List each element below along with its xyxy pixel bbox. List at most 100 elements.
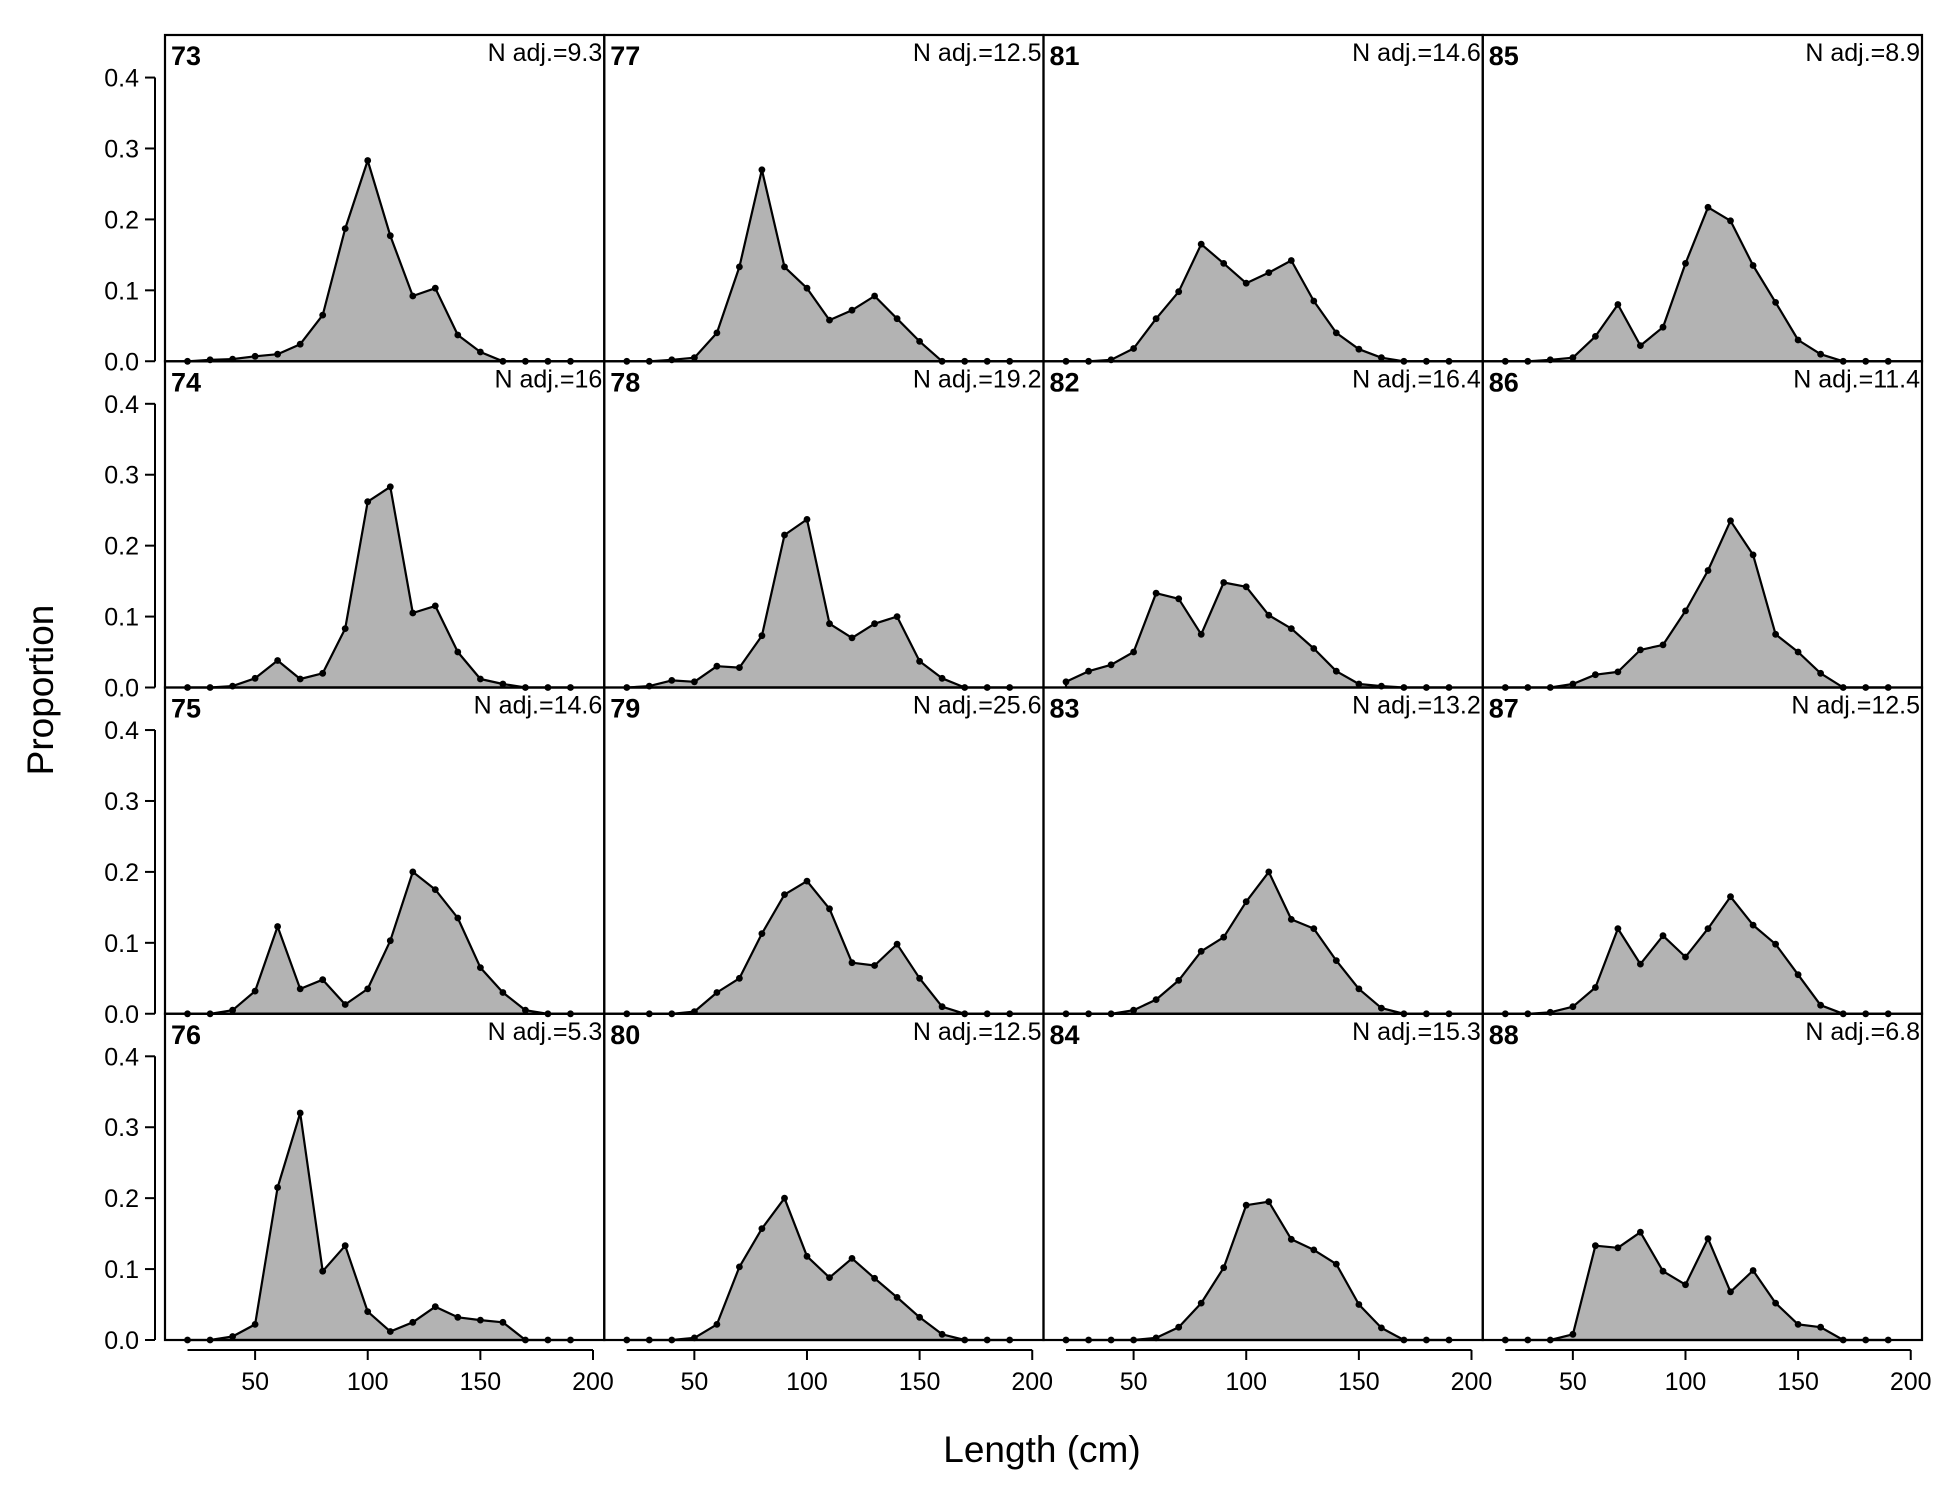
- data-point-82-50: [1130, 648, 1137, 656]
- data-point-77-130: [871, 292, 878, 300]
- data-point-75-120: [409, 868, 417, 876]
- n-adj-label-84: N adj.=15.3: [1352, 1018, 1481, 1046]
- y-tick-label-row-3-4: 0.4: [104, 1043, 139, 1071]
- panel-id-label-73: 73: [171, 41, 201, 71]
- data-point-84-150: [1355, 1301, 1363, 1308]
- data-point-86-90: [1659, 641, 1667, 649]
- data-point-77-100: [803, 284, 811, 292]
- x-tick-label-col-2-0: 50: [1120, 1368, 1148, 1396]
- panel-id-label-77: 77: [610, 41, 640, 71]
- x-tick-label-col-0-2: 150: [459, 1368, 501, 1396]
- panel-id-label-78: 78: [610, 367, 640, 397]
- data-point-85-50: [1569, 354, 1577, 362]
- data-point-84-130: [1310, 1246, 1318, 1254]
- data-point-85-100: [1682, 260, 1689, 267]
- data-point-74-80: [319, 669, 327, 677]
- data-point-78-160: [938, 674, 946, 682]
- data-point-82-130: [1310, 645, 1318, 652]
- data-point-84-90: [1220, 1264, 1228, 1272]
- y-tick-label-row-0-1: 0.1: [104, 277, 139, 305]
- data-point-80-160: [938, 1330, 946, 1338]
- y-tick-label-row-2-2: 0.2: [104, 859, 139, 887]
- data-point-80-80: [758, 1225, 766, 1232]
- x-tick-label-col-2-1: 100: [1225, 1368, 1267, 1396]
- y-tick-label-row-3-3: 0.3: [104, 1114, 139, 1142]
- panel-77: 77 N adj.=12.5: [603, 33, 1045, 365]
- data-point-87-140: [1772, 940, 1779, 948]
- data-point-74-120: [409, 609, 417, 617]
- data-point-75-50: [251, 987, 259, 995]
- data-point-75-100: [364, 985, 372, 993]
- y-tick-label-row-3-2: 0.2: [104, 1185, 139, 1213]
- x-tick-label-col-3-1: 100: [1665, 1368, 1707, 1396]
- data-point-79-80: [758, 930, 766, 937]
- data-point-86-100: [1682, 607, 1689, 615]
- data-point-83-130: [1310, 925, 1318, 932]
- data-point-87-90: [1659, 932, 1667, 940]
- data-point-84-120: [1287, 1235, 1295, 1243]
- data-point-87-80: [1637, 960, 1644, 968]
- panel-74: 74 N adj.=16: [163, 360, 606, 691]
- data-point-74-150: [477, 675, 484, 683]
- area-series-88: [1504, 1231, 1890, 1342]
- panel-id-label-79: 79: [610, 694, 640, 724]
- data-point-78-120: [848, 634, 856, 642]
- data-point-88-110: [1704, 1235, 1712, 1242]
- data-point-80-70: [736, 1263, 743, 1271]
- data-point-76-110: [386, 1328, 394, 1335]
- data-point-88-100: [1682, 1281, 1689, 1289]
- data-point-79-70: [736, 974, 743, 982]
- data-point-82-70: [1175, 595, 1183, 603]
- data-point-79-90: [781, 891, 788, 898]
- n-adj-label-80: N adj.=12.5: [913, 1018, 1042, 1046]
- data-point-77-120: [848, 306, 856, 314]
- panel-id-label-81: 81: [1050, 41, 1080, 71]
- panel-76: 76 N adj.=5.3: [163, 1012, 606, 1344]
- data-point-83-80: [1197, 947, 1205, 955]
- data-point-87-100: [1682, 953, 1689, 961]
- data-point-82-40: [1107, 661, 1115, 669]
- data-point-83-60: [1152, 996, 1160, 1003]
- data-point-77-110: [826, 316, 833, 324]
- n-adj-label-83: N adj.=13.2: [1352, 692, 1481, 720]
- x-tick-label-col-3-3: 200: [1890, 1368, 1932, 1396]
- data-point-88-130: [1749, 1267, 1757, 1274]
- data-point-80-90: [781, 1194, 788, 1202]
- data-point-85-70: [1614, 301, 1622, 308]
- data-point-74-100: [364, 498, 372, 506]
- data-point-86-160: [1817, 669, 1824, 677]
- data-point-81-60: [1152, 315, 1160, 323]
- data-point-76-50: [251, 1321, 259, 1328]
- data-point-73-150: [477, 348, 484, 356]
- data-point-73-90: [341, 225, 349, 233]
- data-point-86-70: [1614, 668, 1622, 676]
- data-point-81-90: [1220, 260, 1228, 267]
- data-point-78-140: [893, 613, 901, 620]
- data-point-84-70: [1175, 1323, 1183, 1331]
- area-series-86: [1504, 519, 1890, 689]
- data-point-87-70: [1614, 925, 1622, 932]
- y-tick-label-row-1-2: 0.2: [104, 533, 139, 561]
- area-series-78: [625, 518, 1011, 689]
- y-tick-label-row-1-1: 0.1: [104, 604, 139, 632]
- area-series-83: [1064, 870, 1451, 1015]
- data-point-85-60: [1592, 333, 1599, 340]
- data-point-85-110: [1704, 203, 1712, 211]
- data-point-84-140: [1332, 1260, 1340, 1268]
- data-point-79-160: [938, 1003, 946, 1011]
- n-adj-label-76: N adj.=5.3: [488, 1018, 603, 1046]
- data-point-83-140: [1332, 957, 1340, 964]
- data-point-82-90: [1220, 579, 1228, 586]
- x-tick-label-col-0-0: 50: [241, 1368, 269, 1396]
- panel-id-label-86: 86: [1489, 367, 1519, 397]
- x-tick-label-col-1-1: 100: [786, 1368, 828, 1396]
- area-series-74: [186, 485, 572, 689]
- panel-id-label-74: 74: [171, 367, 201, 397]
- data-point-76-120: [409, 1318, 417, 1326]
- data-point-73-60: [274, 350, 281, 358]
- y-tick-label-row-1-3: 0.3: [104, 462, 139, 490]
- data-point-83-120: [1287, 916, 1295, 923]
- n-adj-label-87: N adj.=12.5: [1791, 692, 1920, 720]
- data-point-88-140: [1772, 1299, 1779, 1307]
- area-series-82: [1064, 581, 1451, 689]
